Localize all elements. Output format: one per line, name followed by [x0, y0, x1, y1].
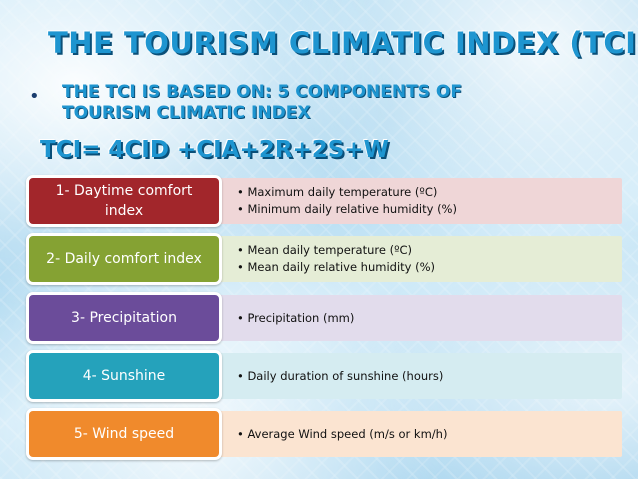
detail-item: Daily duration of sunshine (hours) — [237, 368, 443, 385]
bullet-marker: • — [29, 86, 40, 107]
component-row: 1- Daytime comfort index Maximum daily t… — [26, 175, 622, 227]
detail-item: Minimum daily relative humidity (%) — [237, 201, 457, 218]
component-row: 5- Wind speed Average Wind speed (m/s or… — [26, 408, 622, 460]
component-label-box: 4- Sunshine — [26, 350, 222, 402]
component-label: 2- Daily comfort index — [46, 251, 202, 267]
component-label: 5- Wind speed — [73, 426, 175, 442]
component-details: Mean daily temperature (ºC) Mean daily r… — [237, 236, 435, 282]
detail-item: Maximum daily temperature (ºC) — [237, 184, 457, 201]
component-label-box: 1- Daytime comfort index — [26, 175, 222, 227]
component-label-box: 5- Wind speed — [26, 408, 222, 460]
component-label: 1- Daytime comfort index — [55, 183, 193, 219]
tci-formula: TCI= 4CID +CIA+2R+2S+W — [40, 137, 389, 163]
slide-title: THE TOURISM CLIMATIC INDEX (TCI) — [48, 26, 638, 60]
component-details: Precipitation (mm) — [237, 295, 354, 341]
component-details: Daily duration of sunshine (hours) — [237, 353, 443, 399]
detail-item: Precipitation (mm) — [237, 310, 354, 327]
component-label-box: 2- Daily comfort index — [26, 233, 222, 285]
component-row: 2- Daily comfort index Mean daily temper… — [26, 233, 622, 285]
detail-item: Average Wind speed (m/s or km/h) — [237, 426, 447, 443]
component-row: 3- Precipitation Precipitation (mm) — [26, 292, 622, 344]
component-label: 4- Sunshine — [82, 368, 166, 384]
detail-item: Mean daily temperature (ºC) — [237, 242, 435, 259]
slide-subtitle: THE TCI IS BASED ON: 5 COMPONENTS OF TOU… — [62, 82, 462, 123]
component-details: Average Wind speed (m/s or km/h) — [237, 411, 447, 457]
detail-item: Mean daily relative humidity (%) — [237, 259, 435, 276]
component-label-box: 3- Precipitation — [26, 292, 222, 344]
component-row: 4- Sunshine Daily duration of sunshine (… — [26, 350, 622, 402]
component-label: 3- Precipitation — [71, 310, 177, 326]
component-details: Maximum daily temperature (ºC) Minimum d… — [237, 178, 457, 224]
